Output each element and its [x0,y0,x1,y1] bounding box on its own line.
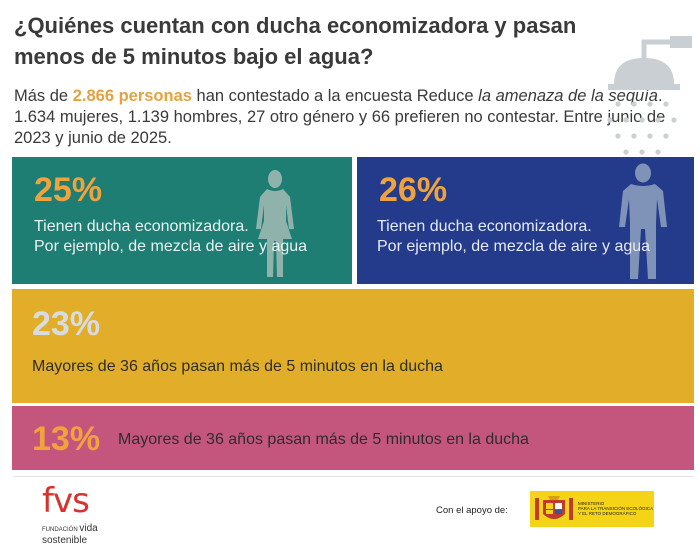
card-over36-shower-time-a: 23% Mayores de 36 años pasan más de 5 mi… [12,289,694,403]
intro-prefix: Más de [14,87,73,105]
intro-text: Más de 2.866 personas han contestado a l… [14,86,694,149]
fvs-logo-text: FUNDACIÓN vida [42,523,98,534]
percent-value: 25% [34,171,103,209]
ministry-line2: PARA LA TRANSICIÓN ECOLÓGICA [578,506,654,511]
card-over36-shower-time-b: 13% Mayores de 36 años pasan más de 5 mi… [12,406,694,470]
card-description-line2: Por ejemplo, de mezcla de aire y agua [34,238,308,255]
card-shower-men: 26% Tienen ducha economizadora. Por ejem… [357,157,694,284]
percent-value: 26% [379,171,448,209]
ministry-line3: Y EL RETO DEMOGRÁFICO [578,511,637,516]
man-silhouette-icon [619,163,667,279]
fvs-logo-word-vida: vida [79,523,98,534]
percent-value: 23% [32,305,101,343]
percent-value: 13% [32,420,101,458]
card-description-line1: Tienen ducha economizadora. [377,218,592,235]
card-description-line2: Por ejemplo, de mezcla de aire y agua [377,238,651,255]
page-title: ¿Quiénes cuentan con ducha economizadora… [14,13,577,69]
fvs-logo-mark: fvs [42,481,90,521]
spain-coat-of-arms-icon [535,496,573,520]
card-description: Mayores de 36 años pasan más de 5 minuto… [118,431,529,448]
ministry-text: MINISTERIO PARA LA TRANSICIÓN ECOLÓGICA … [578,501,653,516]
card-description-line1: Tienen ducha economizadora. [34,218,249,235]
card-description: Tienen ducha economizadora. Por ejemplo,… [377,217,694,257]
footer-divider [14,476,694,477]
ministry-line1: MINISTERIO [578,501,605,506]
footer: fvs FUNDACIÓN vida sostenible Con el apo… [0,477,700,560]
woman-silhouette-icon [256,170,294,277]
intro-suffix: . 1.634 mujeres, 1.139 hombres, 27 otro … [14,87,666,147]
card-shower-women: 25% Tienen ducha economizadora. Por ejem… [12,157,352,284]
ministry-logo: MINISTERIO PARA LA TRANSICIÓN ECOLÓGICA … [530,491,654,527]
card-description: Mayores de 36 años pasan más de 5 minuto… [32,358,443,375]
card-description: Tienen ducha economizadora. Por ejemplo,… [34,217,352,257]
support-label: Con el apoyo de: [436,505,508,516]
fvs-logo-word-fundacion: FUNDACIÓN [42,527,78,533]
survey-name: la amenaza de la sequía [478,87,658,105]
shower-icon [607,36,692,155]
fvs-logo-word-sostenible: sostenible [42,535,88,546]
respondent-count: 2.866 personas [72,87,192,105]
intro-middle: han contestado a la encuesta Reduce [191,87,479,105]
fvs-logo: fvs FUNDACIÓN vida sostenible [20,481,110,546]
